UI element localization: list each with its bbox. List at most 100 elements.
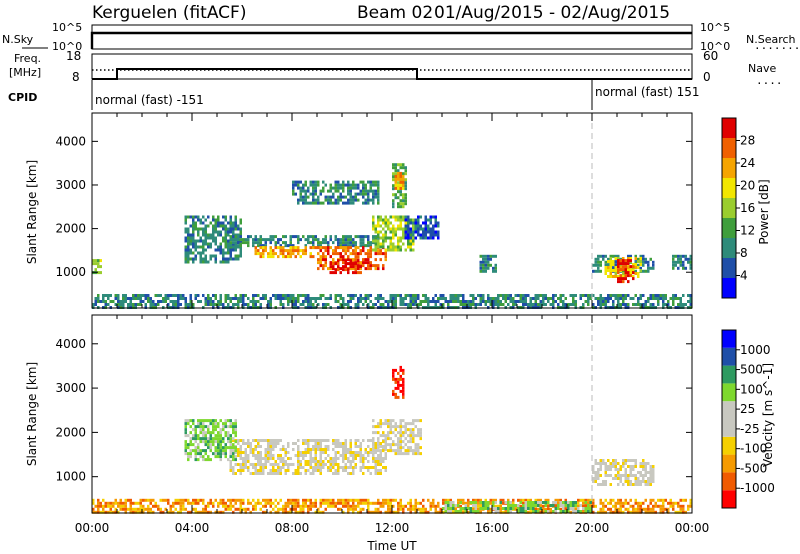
power-cell — [337, 189, 340, 193]
velocity-cell — [512, 504, 515, 507]
velocity-cell — [282, 466, 285, 469]
velocity-cell — [279, 498, 282, 502]
power-cell — [279, 249, 282, 253]
power-cell — [147, 300, 150, 303]
velocity-cell — [237, 454, 240, 457]
power-cell — [469, 303, 472, 306]
velocity-colorbar-swatch — [722, 454, 736, 473]
power-cell — [369, 264, 372, 268]
velocity-cell — [382, 446, 385, 450]
velocity-cell — [284, 504, 287, 508]
velocity-cell — [359, 451, 362, 454]
power-cell — [622, 294, 625, 297]
power-cell — [339, 244, 342, 248]
power-cell — [289, 294, 292, 297]
velocity-cell — [609, 507, 612, 511]
power-cell — [189, 303, 192, 306]
velocity-cell — [399, 425, 402, 429]
power-cell — [269, 297, 272, 300]
power-cell — [227, 239, 230, 243]
velocity-cell — [617, 471, 620, 474]
velocity-cell — [462, 510, 465, 514]
velocity-cell — [214, 455, 217, 459]
power-cell — [182, 294, 185, 297]
velocity-cell — [389, 510, 392, 514]
velocity-cell — [239, 469, 242, 472]
velocity-cell — [367, 510, 370, 514]
power-cell — [434, 221, 437, 225]
velocity-cell — [364, 451, 367, 454]
power-cell — [397, 224, 400, 228]
velocity-cell — [599, 474, 602, 477]
velocity-cell — [552, 510, 555, 513]
power-cell — [149, 303, 152, 306]
power-cell — [239, 227, 242, 231]
power-cell — [192, 257, 195, 261]
power-cell — [212, 224, 215, 228]
velocity-cell — [294, 472, 297, 475]
power-cell — [192, 227, 195, 231]
power-cell — [619, 266, 622, 269]
velocity-cell — [342, 466, 345, 469]
power-cell — [434, 300, 437, 303]
velocity-cell — [169, 507, 172, 511]
power-cell — [187, 303, 190, 306]
power-cell — [269, 303, 272, 306]
velocity-cell — [632, 474, 635, 477]
velocity-cell — [629, 480, 632, 483]
power-cell — [204, 218, 207, 222]
power-cell — [129, 303, 132, 306]
velocity-cell — [502, 507, 505, 510]
power-cell — [199, 236, 202, 240]
power-cell — [509, 297, 512, 300]
power-cell — [672, 297, 675, 300]
velocity-cell — [337, 439, 340, 442]
power-cell — [394, 230, 397, 234]
power-cell — [157, 303, 160, 306]
power-cell — [167, 297, 170, 300]
velocity-cell — [392, 374, 395, 378]
velocity-cell — [214, 437, 217, 441]
power-cell — [482, 260, 485, 264]
power-cell — [467, 300, 470, 303]
velocity-cell — [389, 419, 392, 423]
velocity-cell — [547, 501, 550, 504]
power-cell — [282, 294, 285, 297]
power-cell — [672, 254, 675, 258]
power-cell — [684, 254, 687, 258]
power-cell — [217, 303, 220, 306]
power-cell — [217, 248, 220, 252]
velocity-cell — [99, 501, 102, 505]
velocity-cell — [592, 501, 595, 505]
velocity-cell — [572, 501, 575, 504]
velocity-cell — [627, 459, 630, 462]
power-cell — [324, 258, 327, 262]
power-cell — [457, 300, 460, 303]
velocity-cell — [499, 501, 502, 504]
power-cell — [184, 215, 187, 219]
power-cell — [294, 255, 297, 259]
velocity-cell — [407, 452, 410, 456]
velocity-cell — [197, 434, 200, 438]
power-cell — [239, 230, 242, 234]
velocity-cell — [307, 439, 310, 442]
velocity-cell — [119, 498, 122, 502]
power-cell — [214, 221, 217, 225]
velocity-cell — [402, 446, 405, 450]
velocity-cell — [499, 510, 502, 514]
velocity-cell — [634, 474, 637, 477]
velocity-cell — [322, 451, 325, 454]
power-cell — [222, 303, 225, 306]
power-cell — [104, 300, 107, 303]
velocity-cell — [184, 449, 187, 453]
power-cell — [204, 257, 207, 261]
velocity-cell — [609, 483, 612, 486]
power-cell — [344, 238, 347, 242]
velocity-cell — [359, 507, 362, 511]
power-cell — [329, 267, 332, 271]
power-cell — [199, 300, 202, 303]
velocity-cell — [644, 498, 647, 502]
power-cell — [392, 227, 395, 231]
power-cell — [207, 294, 210, 297]
velocity-cell — [262, 469, 265, 472]
